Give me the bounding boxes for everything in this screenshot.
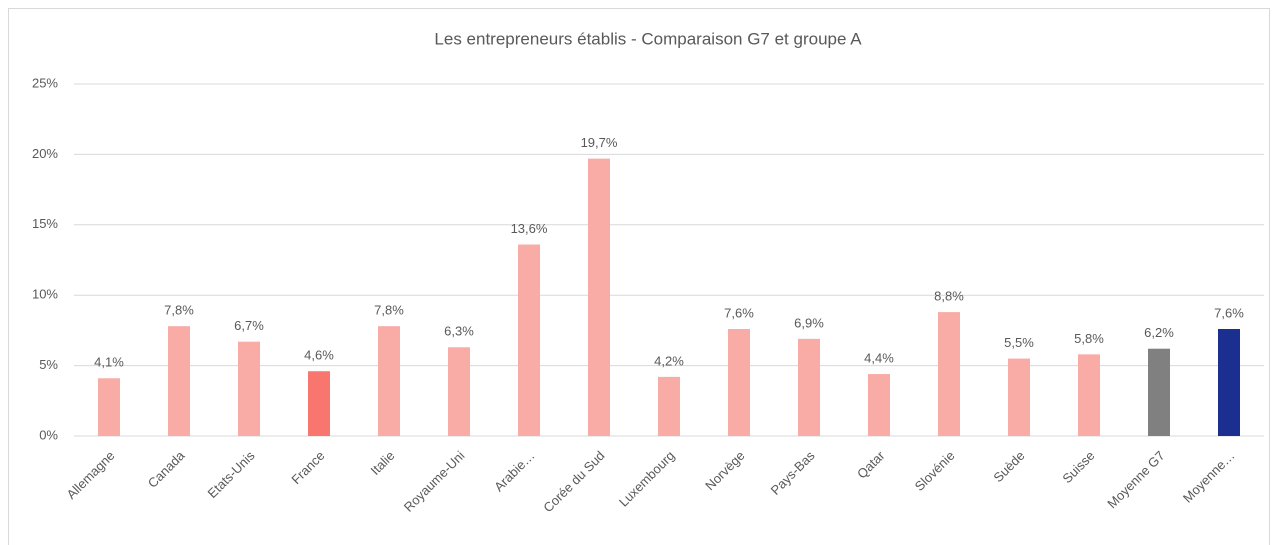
data-label: 8,8% (934, 289, 964, 304)
data-label: 6,7% (234, 318, 264, 333)
x-tick-label: Pays-Bas (768, 448, 818, 498)
bar (588, 158, 610, 436)
data-label: 7,8% (374, 303, 404, 318)
y-tick-label: 5% (39, 357, 58, 372)
x-tick-label: Corée du Sud (540, 448, 607, 515)
x-tick-label: Moyenne G7 (1104, 448, 1167, 511)
x-tick-label: Norvège (702, 448, 747, 493)
x-tick-label: Suisse (1059, 448, 1097, 486)
data-label: 5,8% (1074, 331, 1104, 346)
data-label: 6,2% (1144, 325, 1174, 340)
x-tick-label: Etats-Unis (205, 448, 258, 501)
y-tick-label: 25% (32, 75, 58, 90)
x-tick-label: Qatar (854, 447, 888, 481)
bar (938, 312, 960, 436)
bar (728, 328, 750, 436)
bar (1078, 354, 1100, 436)
bar (868, 374, 890, 436)
data-label: 7,8% (164, 303, 194, 318)
data-label: 4,2% (654, 353, 684, 368)
bar (1008, 358, 1030, 436)
x-tick-label: Royaume-Uni (401, 448, 468, 515)
x-tick-label: France (288, 448, 327, 487)
data-label: 6,3% (444, 324, 474, 339)
data-label: 4,1% (94, 355, 124, 370)
bar (448, 347, 470, 436)
x-tick-label: Slovénie (912, 448, 958, 494)
x-tick-label: Luxembourg (616, 448, 678, 510)
data-label: 19,7% (581, 135, 618, 150)
bar (1148, 348, 1170, 436)
data-label: 4,6% (304, 348, 334, 363)
x-tick-label: Suède (990, 448, 1027, 485)
bar (308, 371, 330, 436)
bar (238, 341, 260, 436)
bar (378, 326, 400, 436)
y-tick-label: 0% (39, 427, 58, 442)
x-tick-label: Arabie… (491, 448, 537, 494)
bar (98, 378, 120, 436)
data-label: 7,6% (1214, 305, 1244, 320)
x-tick-label: Canada (145, 447, 188, 490)
chart-border (8, 8, 1270, 545)
bar (168, 326, 190, 436)
bar (798, 338, 820, 436)
bar (518, 244, 540, 436)
y-tick-label: 15% (32, 216, 58, 231)
y-tick-label: 20% (32, 146, 58, 161)
y-tick-label: 10% (32, 287, 58, 302)
x-tick-label: Italie (368, 448, 398, 478)
bar (1218, 328, 1240, 436)
x-tick-label: Allemagne (64, 448, 118, 502)
data-label: 4,4% (864, 350, 894, 365)
x-tick-label: Moyenne… (1180, 448, 1238, 506)
bar (658, 376, 680, 436)
data-label: 6,9% (794, 315, 824, 330)
data-label: 7,6% (724, 305, 754, 320)
data-label: 13,6% (511, 221, 548, 236)
data-label: 5,5% (1004, 335, 1034, 350)
chart-title: Les entrepreneurs établis - Comparaison … (434, 29, 862, 48)
